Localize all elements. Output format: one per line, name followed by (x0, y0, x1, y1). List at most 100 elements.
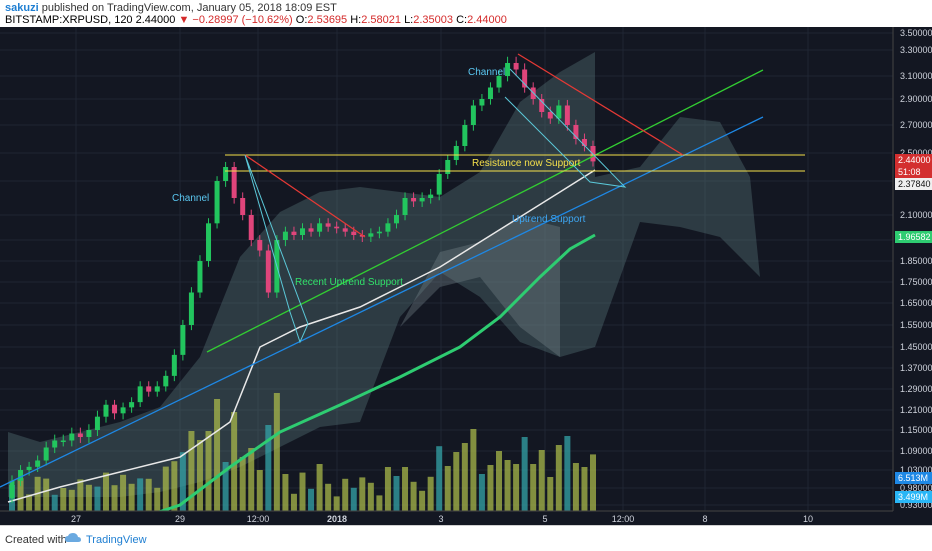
candle (43, 447, 49, 461)
volume-bar (547, 477, 554, 511)
candle (146, 386, 152, 392)
candle (445, 160, 451, 174)
x-tick-label: 3 (438, 514, 443, 524)
channel-cyan-lines (504, 68, 627, 188)
volume-bar (171, 461, 178, 511)
price-marker (895, 154, 932, 166)
volume-bar (436, 446, 443, 511)
price-marker (895, 178, 932, 190)
candle (385, 223, 391, 232)
volume-bar (419, 490, 426, 511)
candle (411, 198, 417, 202)
volume-bar (68, 489, 75, 511)
y-tick-label: 1.65000 (900, 298, 932, 308)
annotation-label: Uptrend Support (512, 214, 586, 225)
y-tick-label: 1.09000 (900, 446, 932, 456)
x-tick-label: 29 (175, 514, 185, 524)
volume-bar (17, 478, 24, 511)
last-price: 2.44000 (135, 14, 176, 26)
candle (342, 228, 348, 232)
price-chart[interactable]: Channel Channel Resistance now Support Rece… (0, 27, 932, 527)
volume-bar (256, 470, 263, 511)
candle (334, 226, 340, 229)
volume-bar (350, 487, 357, 511)
candle (419, 198, 425, 202)
candle (180, 325, 186, 355)
volume-bar (359, 477, 366, 511)
annotation-label: Channel (468, 67, 505, 78)
price-marker-label: 1.96582 (898, 232, 931, 242)
volume-bar (342, 478, 349, 511)
candle (214, 181, 220, 224)
price-marker (895, 231, 932, 243)
ma200-line (119, 233, 596, 527)
high-value: 2.58021 (361, 14, 401, 26)
volume-bar (299, 472, 306, 511)
ma50-line (7, 169, 596, 503)
annotation-label: Resistance now Support (472, 158, 581, 169)
candle (368, 233, 374, 237)
price-marker-label: 51:08 (898, 167, 921, 177)
y-tick-label: 1.85000 (900, 256, 932, 266)
candle (129, 402, 135, 408)
volume-bar (367, 482, 374, 511)
candle (188, 292, 194, 325)
channel-red-line (517, 53, 684, 156)
volume-bar (111, 485, 118, 511)
candle (282, 231, 288, 240)
candle (539, 99, 545, 112)
candle (479, 99, 485, 106)
volume-bar (145, 478, 152, 511)
volume-bar (94, 486, 101, 511)
ichimoku-cloud (8, 52, 760, 497)
candle (120, 407, 126, 414)
volume-bar (248, 448, 255, 511)
y-tick-label: 2.10000 (900, 210, 932, 220)
candle (9, 480, 15, 499)
y-tick-label: 0.93000 (900, 500, 932, 510)
volume-bar (282, 474, 289, 511)
y-tick-label: 1.21000 (900, 405, 932, 415)
candle (154, 386, 160, 392)
author-name[interactable]: sakuzi (5, 2, 39, 14)
candle (77, 433, 83, 437)
volume-bar (77, 479, 84, 511)
volume-bar (402, 467, 409, 511)
candle (52, 440, 58, 448)
volume-bar (308, 488, 315, 511)
cloud-overlay (400, 217, 560, 357)
candle (240, 198, 246, 215)
uptrend-support-line (0, 116, 764, 488)
candle (112, 404, 118, 414)
x-tick-label: 12:00 (247, 514, 270, 524)
candle (171, 354, 177, 376)
candle (300, 228, 305, 235)
volume-bar (196, 440, 203, 511)
volume-bar (60, 488, 67, 511)
candle (26, 466, 32, 470)
volume-bar (214, 399, 221, 511)
volume-bar (487, 465, 494, 511)
volume-bar (564, 436, 571, 511)
volume-bar (590, 454, 596, 511)
candle (470, 105, 476, 125)
y-tick-label: 3.50000 (900, 28, 932, 38)
volume-bar (444, 466, 451, 511)
volume-bar (102, 472, 109, 511)
candle (257, 240, 263, 251)
volume-bar (504, 460, 511, 511)
volume-bar (581, 467, 588, 511)
price-marker (895, 472, 932, 484)
x-tick-label: 5 (542, 514, 547, 524)
volume-bar (521, 437, 528, 511)
candle (137, 386, 143, 403)
volume-bar (376, 495, 383, 511)
candle (453, 146, 459, 160)
candle (351, 231, 357, 235)
tradingview-link[interactable]: TradingView (86, 534, 147, 546)
price-marker (895, 166, 932, 178)
volume-bar (333, 496, 340, 511)
chart-panel[interactable]: Channel Channel Resistance now Support Rece… (0, 27, 932, 527)
volume-bar (179, 452, 186, 511)
y-tick-label: 2.50000 (900, 148, 932, 158)
